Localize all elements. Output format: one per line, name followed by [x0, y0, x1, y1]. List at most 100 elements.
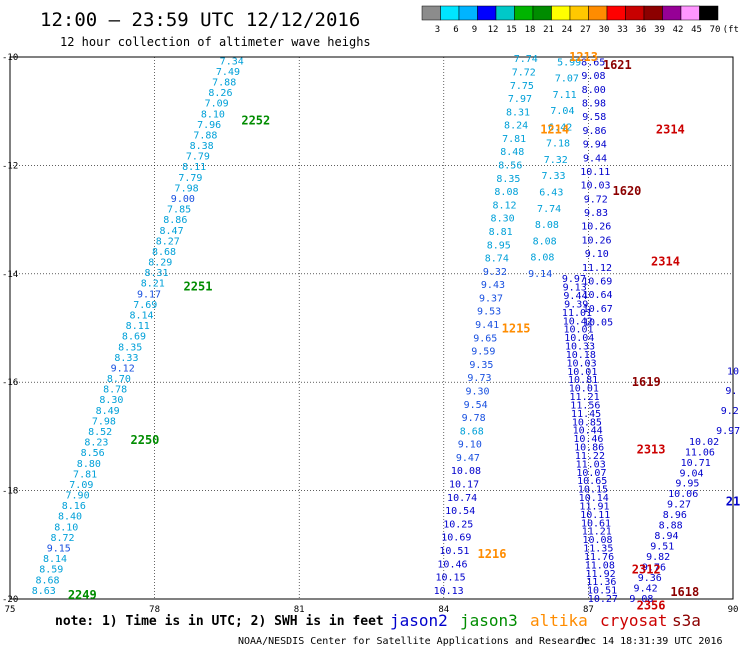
- wave-height-point: 7.74: [537, 204, 561, 215]
- wave-height-point: 8.95: [487, 240, 511, 251]
- wave-height-point: 9.65: [473, 333, 497, 344]
- wave-height-point: 7.18: [546, 139, 570, 150]
- wave-height-point: 9.39: [564, 299, 588, 310]
- x-tick-label: 84: [438, 605, 449, 615]
- plot-area: 7.347.497.888.267.098.107.967.888.387.79…: [2, 50, 740, 615]
- page-title: 12:00 – 23:59 UTC 12/12/2016: [40, 9, 360, 31]
- wave-height-point: 7.88: [193, 130, 217, 141]
- wave-height-point: 8.68: [460, 426, 484, 437]
- wave-height-point: 11.21: [582, 527, 612, 538]
- wave-height-point: 10.67: [583, 304, 613, 315]
- wave-height-point: 8.56: [498, 161, 522, 172]
- wave-height-point: 7.49: [216, 67, 240, 78]
- wave-height-point: 11.36: [586, 577, 616, 588]
- wave-height-point: 8.12: [492, 200, 516, 211]
- wave-height-point: 9.86: [582, 126, 606, 137]
- pass-time-label: 1214: [540, 123, 569, 137]
- wave-height-point: 11.45: [571, 409, 601, 420]
- wave-height-point: 9.42: [634, 584, 658, 595]
- wave-height-point: 10.51: [587, 586, 617, 597]
- wave-height-point: 9.44: [583, 153, 607, 164]
- footer-timestamp: Dec 14 18:31:39 UTC 2016: [578, 636, 723, 647]
- wave-height-point: 9.73: [467, 373, 491, 384]
- colorbar-swatch: [699, 5, 719, 21]
- wave-height-point: 8.24: [504, 121, 528, 132]
- colorbar-swatch: [588, 5, 608, 21]
- wave-height-point: 10.13: [434, 586, 464, 597]
- colorbar-swatch: [662, 5, 682, 21]
- wave-height-point: 9.32: [483, 267, 507, 278]
- wave-height-point: 7.75: [510, 81, 534, 92]
- wave-height-point: 9.08: [629, 594, 653, 605]
- wave-height-point: 10.71: [681, 458, 711, 469]
- wave-height-point: 10.07: [576, 468, 606, 479]
- pass-time-label: 2249: [68, 588, 97, 602]
- wave-height-point: 7.79: [178, 173, 202, 184]
- wave-height-point: 8.78: [103, 385, 127, 396]
- wave-height-point: 11.22: [575, 451, 605, 462]
- satellite-legend: jason2 jason3 altika cryosat s3a: [390, 611, 701, 630]
- legend-entry-jason3: jason3: [460, 611, 518, 630]
- pass-time-label: 1621: [603, 58, 632, 72]
- wave-height-point: 9.82: [646, 552, 670, 563]
- wave-height-point: 8.11: [182, 162, 206, 173]
- wave-height-point: 9.44: [563, 291, 587, 302]
- pass-time-label: 215: [726, 494, 740, 508]
- wave-height-point: 8.86: [163, 215, 187, 226]
- y-tick-label: -18: [2, 487, 18, 497]
- y-tick-label: -16: [2, 378, 18, 388]
- wave-height-point: 8.08: [530, 253, 554, 264]
- colorbar-swatch: [643, 5, 663, 21]
- colorbar-swatch: [458, 5, 478, 21]
- wave-height-point: 7.09: [205, 99, 229, 110]
- wave-height-point: 8.88: [659, 521, 683, 532]
- wave-height-point: 9.35: [469, 360, 493, 371]
- wave-height-point: 8.59: [39, 565, 63, 576]
- x-tick-label: 87: [583, 605, 594, 615]
- wave-height-point: 10.61: [581, 518, 611, 529]
- wave-height-point: 9.97: [716, 426, 740, 437]
- wave-height-point: 10.15: [435, 573, 465, 584]
- wave-height-point: 8.31: [144, 268, 168, 279]
- wave-height-point: 11.01: [562, 308, 592, 319]
- wave-height-point: 7.11: [553, 90, 577, 101]
- wave-height-point: 8.14: [43, 554, 67, 565]
- pass-time-label: 2356: [637, 599, 666, 613]
- wave-height-point: 10.54: [445, 506, 475, 517]
- colorbar-label: 18: [525, 25, 536, 35]
- wave-height-point: 10.05: [583, 318, 613, 329]
- satellite-tracks: 7.347.497.888.267.098.107.967.888.387.79…: [32, 54, 740, 605]
- pass-time-label: 2250: [131, 433, 160, 447]
- pass-time-label: 1215: [502, 322, 531, 336]
- wave-height-point: 10.69: [582, 277, 612, 288]
- wave-height-point: 10.46: [437, 559, 467, 570]
- wave-height-point: 9.78: [462, 413, 486, 424]
- wave-height-point: 7.69: [133, 300, 157, 311]
- wave-height-point: 8.23: [84, 438, 108, 449]
- colorbar-swatch: [532, 5, 552, 21]
- wave-height-point: 10.64: [582, 290, 612, 301]
- colorbar-label: 36: [636, 25, 647, 35]
- legend-entry-cryosat: cryosat: [600, 611, 667, 630]
- wave-height-point: 11.76: [584, 552, 614, 563]
- wave-height-point: 11.91: [579, 501, 609, 512]
- wave-height-point: 10.33: [565, 342, 595, 353]
- colorbar-swatch: [514, 5, 534, 21]
- wave-height-point: 8.30: [99, 395, 123, 406]
- wave-height-point: 8.38: [190, 141, 214, 152]
- wave-height-point: 10: [727, 366, 739, 377]
- wave-height-point: 7.90: [66, 491, 90, 502]
- wave-height-point: 11.21: [570, 392, 600, 403]
- colorbar-swatch: [625, 5, 645, 21]
- wave-height-point: 9.47: [456, 453, 480, 464]
- wave-height-point: 8.40: [58, 512, 82, 523]
- page-subtitle: 12 hour collection of altimeter wave hei…: [60, 35, 371, 49]
- y-tick-label: -10: [2, 53, 18, 63]
- wave-height-point: 7.98: [92, 416, 116, 427]
- wave-height-point: 9.72: [584, 194, 608, 205]
- wave-height-point: 8.10: [54, 522, 78, 533]
- pass-time-label: 2252: [241, 113, 270, 127]
- x-tick-label: 81: [294, 605, 305, 615]
